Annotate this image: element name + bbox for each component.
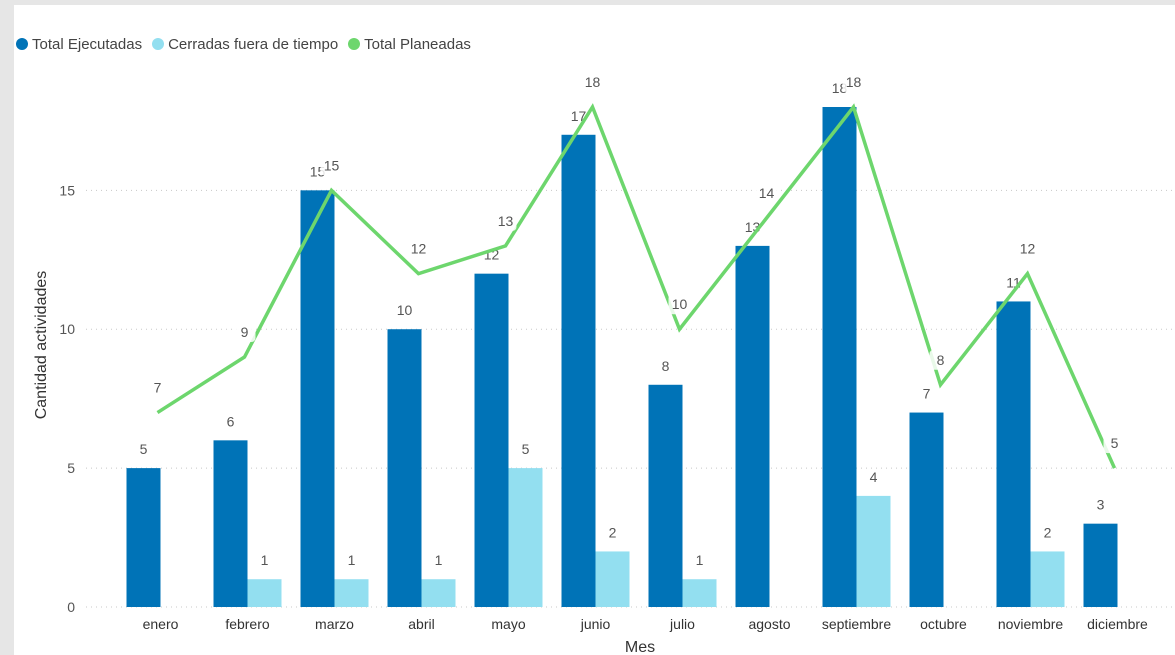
label-cerradas-fuera-de-tiempo-septiembre: 4 (870, 469, 878, 485)
label-cerradas-fuera-de-tiempo-noviembre: 2 (1044, 524, 1052, 540)
label-bg-total-planeadas-marzo (320, 155, 343, 176)
x-tick-label-febrero: febrero (225, 616, 270, 632)
legend-marker-total-ejecutadas (16, 38, 28, 50)
label-total-planeadas-mayo: 13 (498, 213, 514, 229)
bar-total-ejecutadas-mayo (474, 273, 509, 607)
bar-cerradas-fuera-de-tiempo-septiembre (856, 495, 891, 607)
x-tick-label-diciembre: diciembre (1087, 616, 1148, 632)
label-cerradas-fuera-de-tiempo-abril: 1 (435, 552, 443, 568)
label-cerradas-fuera-de-tiempo-junio: 2 (609, 524, 617, 540)
label-cerradas-fuera-de-tiempo-julio: 1 (696, 552, 704, 568)
label-bg-total-planeadas-octubre (929, 349, 952, 370)
x-tick-label-julio: julio (669, 616, 695, 632)
y-tick-label-10: 10 (59, 321, 75, 337)
bar-total-ejecutadas-octubre (909, 412, 944, 607)
label-bg-total-planeadas-junio (581, 72, 604, 92)
legend-label-cerradas-fuera-de-tiempo: Cerradas fuera de tiempo (168, 35, 339, 53)
label-total-ejecutadas-julio: 8 (662, 358, 670, 374)
legend-label-total-planeadas: Total Planeadas (364, 35, 471, 53)
bar-cerradas-fuera-de-tiempo-abril (421, 579, 456, 607)
label-bg-total-planeadas-enero (146, 377, 169, 398)
x-tick-label-agosto: agosto (748, 616, 790, 632)
x-axis-title: Mes (625, 639, 655, 655)
x-tick-label-junio: junio (580, 616, 611, 632)
legend-item-total-ejecutadas[interactable]: Total Ejecutadas (16, 36, 142, 53)
bar-cerradas-fuera-de-tiempo-febrero (247, 579, 282, 607)
chart-legend: Total Ejecutadas Cerradas fuera de tiemp… (16, 34, 471, 54)
bar-cerradas-fuera-de-tiempo-junio (595, 551, 630, 607)
y-tick-label-5: 5 (67, 460, 75, 476)
label-total-planeadas-diciembre: 5 (1111, 435, 1119, 451)
legend-item-total-planeadas[interactable]: Total Planeadas (348, 36, 471, 53)
label-total-ejecutadas-octubre: 7 (923, 386, 931, 402)
bar-total-ejecutadas-junio (561, 134, 596, 607)
bar-total-ejecutadas-septiembre (822, 107, 857, 607)
x-tick-label-enero: enero (143, 616, 179, 632)
bar-total-ejecutadas-diciembre (1083, 523, 1118, 607)
legend-item-cerradas-fuera-de-tiempo[interactable]: Cerradas fuera de tiempo (152, 36, 338, 53)
label-total-planeadas-octubre: 8 (937, 352, 945, 368)
label-cerradas-fuera-de-tiempo-mayo: 5 (522, 441, 530, 457)
legend-marker-cerradas-fuera-de-tiempo (152, 38, 165, 50)
label-bg-total-planeadas-julio (668, 294, 691, 315)
label-total-ejecutadas-enero: 5 (140, 441, 148, 457)
label-total-planeadas-abril: 12 (411, 241, 427, 257)
bar-cerradas-fuera-de-tiempo-mayo (508, 468, 543, 607)
line-total-planeadas (156, 103, 1117, 469)
bar-cerradas-fuera-de-tiempo-noviembre (1030, 551, 1065, 607)
label-cerradas-fuera-de-tiempo-marzo: 1 (348, 552, 356, 568)
label-bg-total-planeadas-septiembre (842, 72, 865, 92)
x-tick-label-marzo: marzo (315, 616, 354, 632)
bar-total-ejecutadas-noviembre (996, 301, 1031, 607)
x-tick-label-mayo: mayo (491, 616, 525, 632)
label-total-planeadas-junio: 18 (585, 74, 601, 90)
label-total-ejecutadas-febrero: 6 (227, 413, 235, 429)
bar-total-ejecutadas-agosto (735, 245, 770, 607)
label-total-ejecutadas-abril: 10 (397, 302, 413, 318)
label-total-planeadas-agosto: 14 (759, 185, 775, 201)
x-tick-label-noviembre: noviembre (998, 616, 1064, 632)
y-tick-label-15: 15 (59, 182, 75, 198)
label-total-planeadas-noviembre: 12 (1020, 241, 1036, 257)
bar-total-ejecutadas-marzo (300, 190, 335, 608)
label-total-ejecutadas-diciembre: 3 (1097, 497, 1105, 513)
x-tick-label-octubre: octubre (920, 616, 967, 632)
label-bg-total-planeadas-mayo (494, 210, 517, 231)
label-cerradas-fuera-de-tiempo-febrero: 1 (261, 552, 269, 568)
legend-label-total-ejecutadas: Total Ejecutadas (32, 35, 143, 53)
x-tick-label-septiembre: septiembre (822, 616, 891, 632)
label-bg-total-planeadas-abril (407, 238, 430, 259)
label-bg-total-planeadas-noviembre (1016, 238, 1039, 259)
bar-total-ejecutadas-enero (126, 468, 161, 607)
label-bg-total-planeadas-febrero (233, 322, 256, 342)
label-total-planeadas-marzo: 15 (324, 157, 340, 173)
bar-total-ejecutadas-febrero (213, 440, 248, 607)
label-bg-total-planeadas-agosto (755, 183, 778, 204)
bar-cerradas-fuera-de-tiempo-marzo (334, 579, 369, 607)
y-tick-label-0: 0 (67, 599, 75, 615)
bar-total-ejecutadas-abril (387, 329, 422, 607)
label-bg-total-planeadas-diciembre (1103, 433, 1126, 454)
x-tick-label-abril: abril (408, 616, 434, 632)
bar-total-ejecutadas-julio (648, 384, 683, 607)
bar-cerradas-fuera-de-tiempo-julio (682, 579, 717, 607)
label-total-planeadas-julio: 10 (672, 296, 688, 312)
legend-marker-total-planeadas (348, 38, 361, 50)
label-total-planeadas-septiembre: 18 (846, 74, 862, 90)
y-axis-title: Cantidad actividades (33, 271, 50, 420)
label-total-planeadas-febrero: 9 (241, 324, 249, 340)
label-total-planeadas-enero: 7 (154, 380, 162, 396)
